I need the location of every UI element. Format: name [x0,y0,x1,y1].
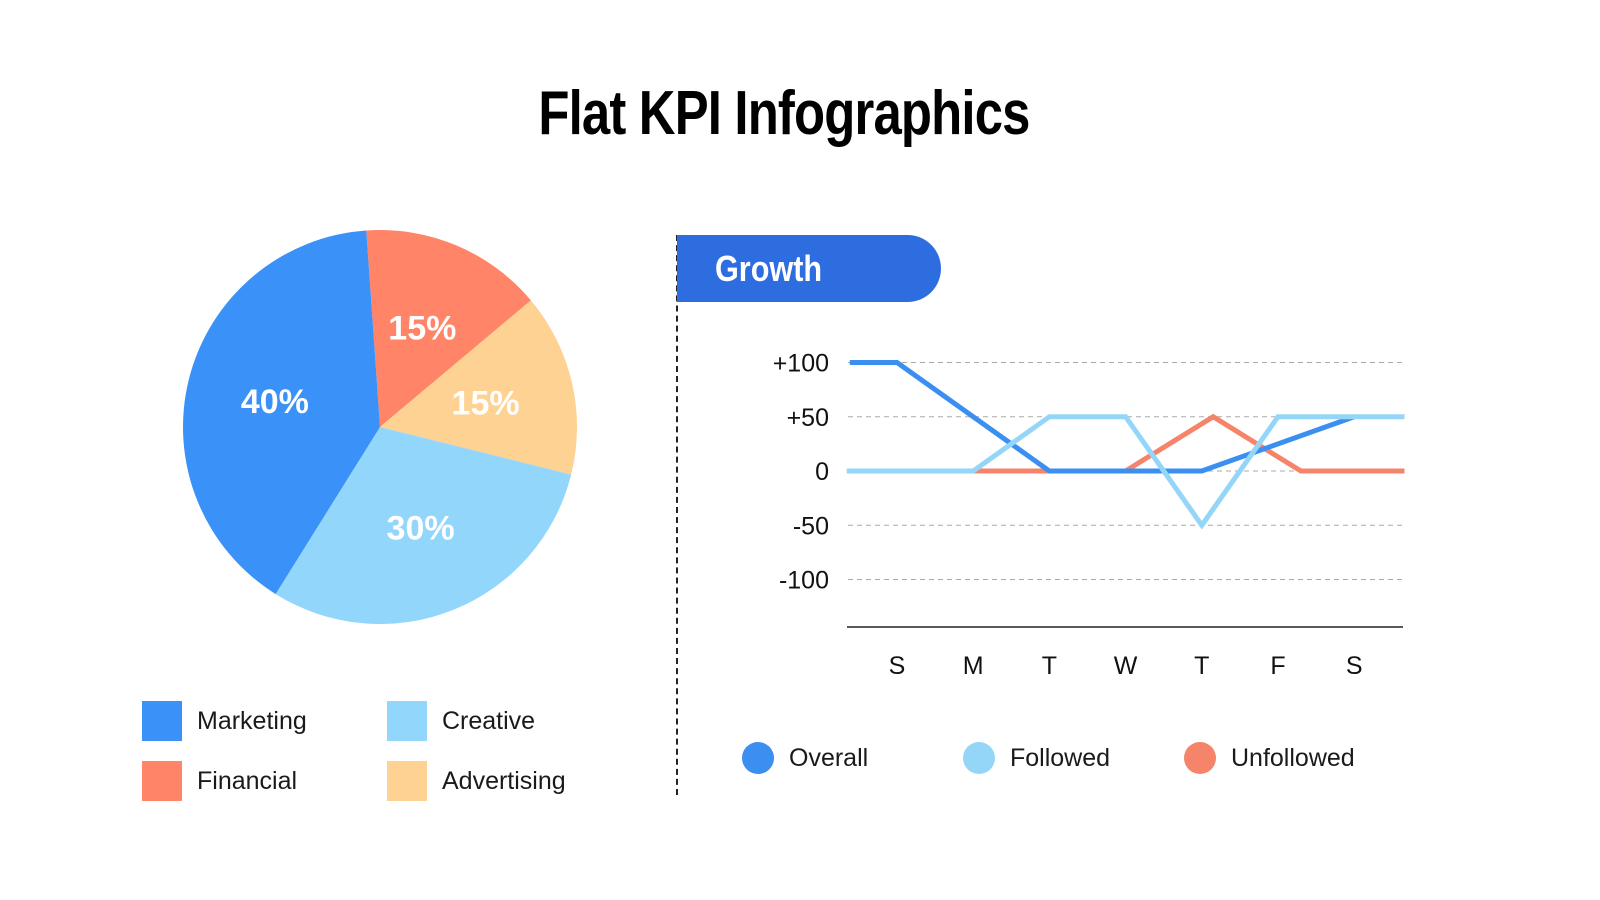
x-tick-label: T [1194,652,1209,680]
y-tick-label: 0 [815,458,829,486]
pie-slice-marketing [182,230,380,595]
legend-creative: Creative [387,701,535,741]
x-tick-label: S [889,652,906,680]
y-tick-label: +100 [773,350,829,378]
legend-label: Creative [442,706,536,735]
legend-unfollowed: Unfollowed [1184,742,1355,774]
legend-swatch [387,761,427,801]
x-tick-label: F [1270,652,1285,680]
legend-followed: Followed [963,742,1110,774]
growth-title: Growth [715,248,823,289]
legend-label: Advertising [442,766,566,795]
legend-label: Overall [789,743,869,772]
pie-label: 40% [241,383,309,421]
pie-slice-financial [366,230,531,427]
series-line-followed [846,414,1405,530]
legend-financial: Financial [142,761,297,801]
pie-label: 30% [387,509,455,547]
legend-label: Unfollowed [1231,743,1355,772]
x-tick-label: T [1042,652,1057,680]
dashed-divider [676,235,678,795]
legend-advertising: Advertising [387,761,566,801]
legend-dot [1184,742,1216,774]
legend-label: Financial [197,766,298,795]
legend-dot [963,742,995,774]
x-tick-label: M [963,652,984,680]
legend-label: Followed [1010,743,1111,772]
pie-label: 15% [388,309,456,347]
pie-slice-creative [275,427,572,625]
legend-marketing: Marketing [142,701,307,741]
page-title: Flat KPI Infographics [538,79,1030,148]
pie-slice-advertising [380,300,577,475]
y-tick-label: -100 [779,567,829,595]
legend-swatch [142,701,182,741]
legend-dot [742,742,774,774]
series-line-unfollowed [973,413,1405,474]
x-tick-label: W [1114,652,1138,680]
y-tick-label: -50 [793,512,829,540]
growth-header: Growth [677,235,941,302]
y-tick-label: +50 [787,404,829,432]
pie-label: 15% [452,385,520,423]
legend-label: Marketing [197,706,307,735]
legend-swatch [142,761,182,801]
x-tick-label: S [1346,652,1363,680]
legend-swatch [387,701,427,741]
legend-overall: Overall [742,742,868,774]
